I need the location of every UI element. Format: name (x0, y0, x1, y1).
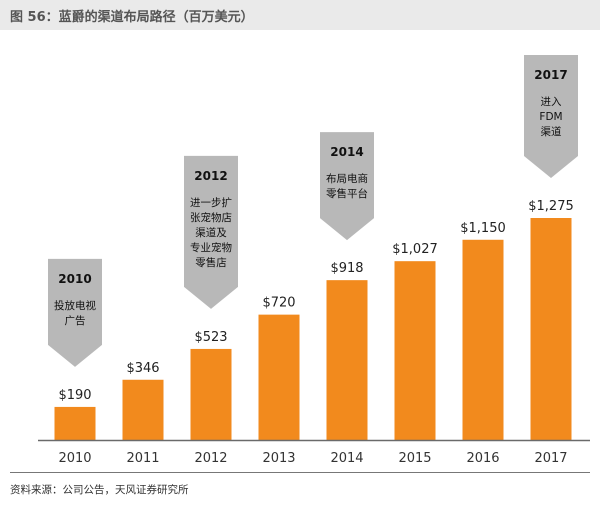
callout-arrow-2010 (48, 258, 102, 367)
value-label-2013: $720 (262, 296, 295, 311)
bar-2017 (530, 218, 572, 440)
callout-year-2012: 2012 (194, 169, 227, 183)
value-label-2014: $918 (330, 261, 363, 276)
value-label-2011: $346 (126, 361, 159, 376)
bar-2016 (462, 239, 504, 440)
bar-2012 (190, 348, 232, 440)
callout-text-2014-1: 零售平台 (326, 187, 368, 200)
callout-text-2010-0: 投放电视 (54, 299, 96, 312)
x-tick-2013: 2013 (262, 451, 295, 466)
bar-2015 (394, 261, 436, 440)
callout-arrow-2014 (320, 132, 374, 241)
callout-text-2017-2: 渠道 (541, 125, 562, 138)
bar-2014 (326, 280, 368, 440)
chart-title-bar: 图 56：蓝爵的渠道布局路径（百万美元） (0, 0, 600, 30)
callout-text-2012-1: 张宠物店 (190, 211, 232, 224)
callout-text-2012-0: 进一步扩 (190, 196, 232, 209)
callout-text-2014-0: 布局电商 (326, 172, 368, 185)
x-tick-2014: 2014 (330, 451, 363, 466)
callout-text-2017-0: 进入 (541, 96, 562, 108)
value-label-2017: $1,275 (528, 199, 574, 214)
bar-2011 (122, 379, 164, 440)
value-label-2010: $190 (58, 388, 91, 403)
x-tick-2016: 2016 (466, 451, 499, 466)
x-tick-2010: 2010 (58, 451, 91, 466)
chart-title: 图 56：蓝爵的渠道布局路径（百万美元） (10, 9, 254, 25)
callout-text-2010-1: 广告 (65, 314, 86, 327)
bar-chart: $190 2010 $346 2011 $523 2012 $720 2013 $918 2014… (38, 55, 590, 466)
callout-text-2012-2: 渠道及 (195, 226, 227, 239)
source-note: 资料来源：公司公告，天风证券研究所 (10, 484, 189, 496)
bar-2010 (54, 406, 96, 440)
callout-year-2010: 2010 (58, 272, 91, 286)
value-label-2012: $523 (194, 330, 227, 345)
source-divider (10, 472, 590, 473)
x-tick-2011: 2011 (126, 451, 159, 466)
value-label-2015: $1,027 (392, 242, 438, 257)
callout-year-2014: 2014 (330, 145, 363, 159)
x-tick-2012: 2012 (194, 451, 227, 466)
callout-arrow-2012 (184, 155, 238, 309)
callout-text-2017-1: FDM (539, 111, 562, 123)
callout-text-2012-4: 零售店 (195, 256, 227, 269)
callout-arrow-2017 (524, 55, 578, 178)
bar-2013 (258, 314, 300, 440)
callout-text-2012-3: 专业宠物 (190, 241, 232, 254)
value-label-2016: $1,150 (460, 221, 506, 236)
callout-year-2017: 2017 (534, 68, 567, 82)
x-tick-2015: 2015 (398, 451, 431, 466)
x-tick-2017: 2017 (534, 451, 567, 466)
